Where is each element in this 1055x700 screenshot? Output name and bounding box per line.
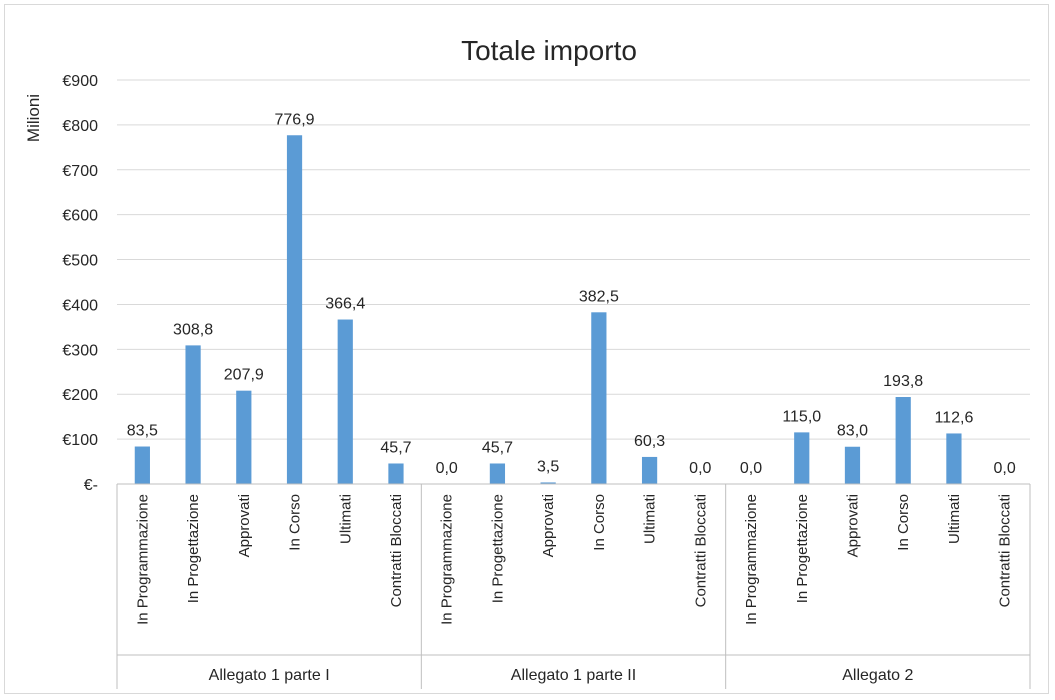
y-tick-label: €100 (62, 432, 98, 449)
data-label: 45,7 (482, 439, 513, 456)
data-label: 0,0 (689, 460, 711, 477)
y-tick-label: €400 (62, 297, 98, 314)
y-tick-label: €300 (62, 342, 98, 359)
group-label: Allegato 1 parte I (209, 667, 330, 684)
x-group-labels: Allegato 1 parte I Allegato 1 parte II All… (209, 667, 914, 684)
data-label: 382,5 (579, 288, 619, 305)
x-tick-label: Contratti Bloccati (997, 494, 1014, 607)
x-tick-label: In Progettazione (185, 494, 202, 603)
x-tick-label: In Programmazione (134, 494, 151, 625)
data-labels: 83,5 308,8 207,9 776,9 366,4 45,7 0,0 45,7 3,5 38… (127, 111, 1016, 477)
chart-title: Totale importo (461, 35, 637, 66)
data-label: 366,4 (325, 296, 365, 313)
x-tick-label: In Progettazione (794, 494, 811, 603)
data-label: 115,0 (782, 408, 821, 425)
data-label: 83,5 (127, 423, 158, 440)
y-tick-label: €500 (62, 253, 98, 270)
bar (895, 397, 911, 484)
x-tick-label: In Programmazione (439, 494, 456, 625)
bar (946, 433, 962, 484)
x-tick-label: Ultimati (337, 494, 354, 544)
gridlines (117, 79, 1030, 440)
group-label: Allegato 2 (842, 667, 913, 684)
bar (844, 446, 861, 484)
data-label: 193,8 (883, 373, 923, 390)
bar (236, 390, 252, 484)
x-tick-label: In Corso (591, 494, 608, 551)
x-axis (116, 483, 1031, 689)
group-label: Allegato 1 parte II (511, 667, 636, 684)
data-label: 112,6 (934, 409, 973, 426)
bar (286, 135, 303, 484)
x-tick-label: In Corso (895, 494, 912, 551)
x-tick-label: Approvati (844, 494, 861, 557)
bar (388, 463, 404, 484)
bar (641, 456, 658, 484)
bar (540, 482, 556, 484)
data-label: 0,0 (436, 460, 458, 477)
data-label: 83,0 (837, 423, 868, 440)
bar (489, 463, 506, 484)
bar (591, 312, 607, 484)
y-axis-title: Milioni (24, 94, 43, 142)
bars (134, 135, 962, 484)
bar (134, 446, 150, 484)
x-tick-label: Contratti Bloccati (692, 494, 709, 607)
y-tick-label: €600 (62, 208, 98, 225)
data-label: 0,0 (994, 460, 1016, 477)
x-tick-label: In Corso (287, 494, 304, 551)
data-label: 60,3 (634, 433, 665, 450)
y-tick-label: €800 (62, 118, 98, 135)
x-tick-label: Approvati (236, 494, 253, 557)
x-tick-labels: In Programmazione In Progettazione Approva… (134, 494, 1013, 625)
x-tick-label: Contratti Bloccati (388, 494, 405, 607)
x-tick-label: In Programmazione (743, 494, 760, 625)
x-tick-label: Approvati (540, 494, 557, 557)
y-tick-label: €200 (62, 387, 98, 404)
data-label: 308,8 (173, 321, 213, 338)
data-label: 207,9 (224, 367, 264, 384)
x-tick-label: Ultimati (642, 494, 659, 544)
x-tick-label: In Progettazione (489, 494, 506, 603)
data-label: 45,7 (380, 439, 411, 456)
bar (185, 345, 201, 484)
y-tick-label: €700 (62, 163, 98, 180)
data-label: 776,9 (275, 111, 315, 128)
y-tick-label: €- (84, 477, 98, 494)
data-label: 3,5 (537, 458, 559, 475)
y-tick-label: €900 (62, 73, 98, 90)
x-tick-label: Ultimati (946, 494, 963, 544)
y-tick-labels: €- €100 €200 €300 €400 €500 €600 €700 €800 €900 (62, 73, 98, 494)
data-label: 0,0 (740, 460, 762, 477)
bar (794, 432, 810, 484)
bar (337, 319, 353, 484)
